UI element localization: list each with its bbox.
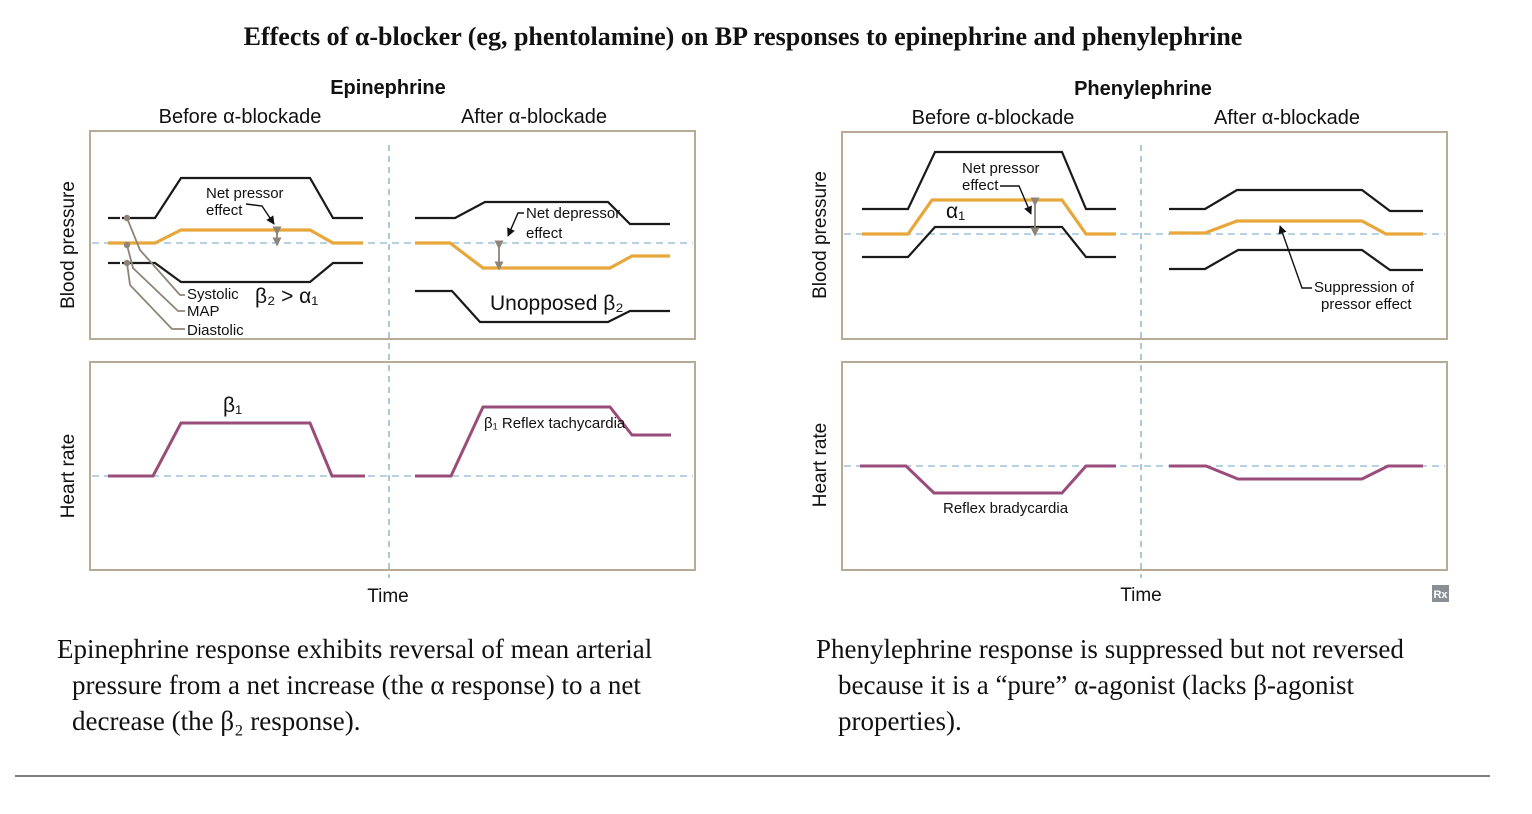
phe-net-pressor-line1: Net pressor (962, 160, 1040, 177)
diastolic-leader (126, 262, 185, 330)
epi-net-pressor-line2: effect (206, 202, 243, 219)
phe-before-diastolic-line (862, 225, 1116, 259)
phe-hr-frame (841, 361, 1448, 571)
phenylephrine-panel: Phenylephrine Before α-blockade After α-… (810, 78, 1449, 606)
right-caption-line3: properties). (838, 706, 962, 736)
epi-net-depressor-line1: Net depressor (526, 205, 620, 222)
suppression-line2: pressor effect (1321, 296, 1412, 313)
phe-before-hr-line (860, 464, 1116, 495)
right-caption-line1: Phenylephrine response is suppressed but… (816, 634, 1404, 664)
phe-hr-axis-label: Heart rate (810, 423, 831, 507)
epi-bp-axis-label: Blood pressure (58, 181, 79, 309)
phe-net-pressor-line2: effect (962, 177, 999, 194)
epi-after-diastolic-line (415, 289, 670, 324)
alpha1-label: α₁ (946, 200, 965, 223)
epi-bp-frame (89, 130, 696, 340)
epi-after-hr-line (415, 405, 671, 478)
epi-after-map-line (415, 241, 670, 270)
epinephrine-header: Epinephrine (330, 77, 446, 99)
right-caption-line2: because it is a “pure” α-agonist (lacks … (838, 670, 1354, 700)
legend-diastolic: Diastolic (187, 322, 244, 339)
legend-map: MAP (187, 303, 220, 320)
legend-systolic: Systolic (187, 286, 239, 303)
epi-net-pressor-line1: Net pressor (206, 185, 284, 202)
captions: Epinephrine response exhibits reversal o… (57, 634, 1404, 736)
suppression-arrow (1278, 225, 1312, 289)
suppression-line1: Suppression of (1314, 279, 1415, 296)
epi-before-map-line (108, 228, 363, 245)
phe-before-label: Before α-blockade (912, 107, 1075, 129)
phe-before-systolic-line (862, 150, 1116, 211)
systolic-leader (126, 217, 185, 296)
rx-logo: Rx (1432, 585, 1449, 602)
phe-bp-frame (841, 131, 1448, 340)
rx-logo-text: Rx (1433, 589, 1448, 601)
phe-net-pressor-arrow (1000, 185, 1032, 215)
epi-time-label: Time (367, 586, 409, 607)
epi-before-diastolic-line (122, 261, 363, 284)
epi-before-label: Before α-blockade (159, 106, 322, 128)
phe-after-systolic-line (1169, 188, 1423, 213)
epi-before-systolic-line (122, 176, 363, 220)
phe-after-hr-line (1169, 464, 1423, 481)
phe-after-label: After α-blockade (1214, 107, 1360, 129)
phenylephrine-header: Phenylephrine (1074, 78, 1212, 100)
left-caption-line2: pressure from a net increase (the α resp… (72, 670, 641, 700)
phe-bp-axis-label: Blood pressure (810, 171, 831, 299)
map-leader (126, 244, 185, 312)
phe-time-label: Time (1120, 585, 1162, 606)
left-caption-line1: Epinephrine response exhibits reversal o… (57, 634, 652, 664)
phe-after-map-line (1169, 219, 1423, 236)
epi-hr-axis-label: Heart rate (58, 434, 79, 518)
phe-before-map-line (862, 198, 1116, 236)
reflex-tachycardia-label: β₁ Reflex tachycardia (484, 415, 626, 432)
rx-logo-box (1432, 585, 1449, 602)
figure-title: Effects of α-blocker (eg, phentolamine) … (244, 22, 1243, 51)
left-caption-line3: decrease (the β₂ response). (72, 706, 361, 736)
unopposed-beta2-label: Unopposed β₂ (490, 292, 624, 315)
epi-hr-frame (89, 361, 696, 571)
epi-before-hr-line (108, 421, 365, 478)
epi-net-depressor-arrow (507, 212, 524, 237)
phe-after-diastolic-line (1169, 248, 1423, 272)
epinephrine-panel: Epinephrine Before α-blockade After α-bl… (58, 77, 696, 607)
epi-after-label: After α-blockade (461, 106, 607, 128)
epi-net-depressor-line2: effect (526, 225, 563, 242)
beta2-gt-alpha1-label: β₂ > α₁ (255, 285, 318, 308)
epi-legend: Systolic MAP Diastolic (123, 214, 244, 339)
beta1-label: β₁ (223, 394, 242, 417)
epi-after-systolic-line (415, 200, 670, 226)
reflex-bradycardia-label: Reflex bradycardia (943, 500, 1069, 517)
epi-net-pressor-arrow (245, 203, 275, 225)
